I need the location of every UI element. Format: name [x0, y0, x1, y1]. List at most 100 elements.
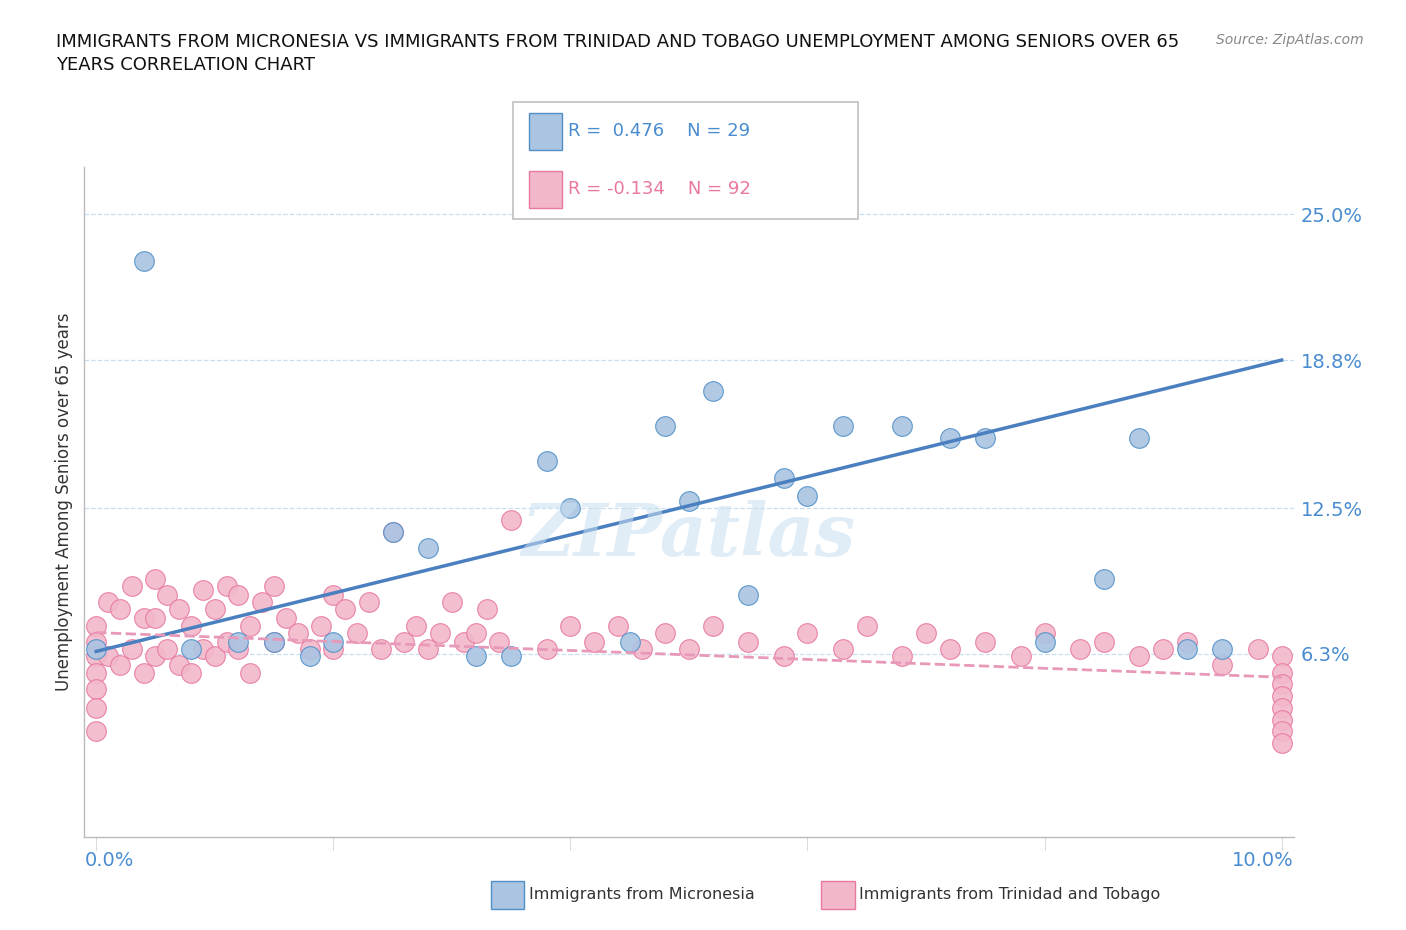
- Point: [191, 642, 214, 657]
- Point: [132, 254, 155, 269]
- Point: [737, 588, 759, 603]
- Point: [381, 525, 404, 539]
- Point: [250, 594, 273, 609]
- Point: [1128, 431, 1150, 445]
- Point: [418, 540, 440, 555]
- Point: [1010, 648, 1032, 663]
- Point: [298, 648, 321, 663]
- Point: [180, 665, 202, 680]
- Point: [501, 648, 523, 663]
- Point: [84, 665, 107, 680]
- Text: R = -0.134    N = 92: R = -0.134 N = 92: [568, 180, 751, 198]
- Point: [405, 618, 427, 633]
- Point: [145, 611, 167, 626]
- Point: [619, 634, 641, 649]
- Point: [915, 625, 938, 640]
- Point: [132, 665, 155, 680]
- Point: [346, 625, 368, 640]
- Point: [772, 648, 794, 663]
- Text: 10.0%: 10.0%: [1232, 851, 1294, 870]
- Point: [322, 634, 344, 649]
- Point: [333, 602, 356, 617]
- Point: [394, 634, 416, 649]
- Point: [357, 594, 380, 609]
- Point: [630, 642, 652, 657]
- Point: [311, 618, 333, 633]
- Point: [121, 578, 143, 593]
- Point: [84, 642, 107, 657]
- Point: [167, 658, 190, 673]
- Point: [84, 700, 107, 715]
- Point: [97, 648, 120, 663]
- Point: [606, 618, 628, 633]
- Point: [191, 583, 214, 598]
- Point: [796, 489, 818, 504]
- Point: [1211, 658, 1233, 673]
- Point: [228, 642, 250, 657]
- Point: [832, 418, 855, 433]
- Point: [263, 578, 285, 593]
- Point: [1271, 677, 1294, 692]
- Point: [418, 642, 440, 657]
- Point: [84, 682, 107, 697]
- Point: [132, 611, 155, 626]
- Point: [772, 470, 794, 485]
- Point: [974, 634, 997, 649]
- Point: [239, 618, 262, 633]
- Point: [1092, 634, 1115, 649]
- Point: [737, 634, 759, 649]
- Point: [156, 642, 179, 657]
- Point: [464, 625, 486, 640]
- Point: [84, 634, 107, 649]
- Point: [167, 602, 190, 617]
- Y-axis label: Unemployment Among Seniors over 65 years: Unemployment Among Seniors over 65 years: [55, 313, 73, 691]
- Point: [322, 642, 344, 657]
- Point: [1211, 642, 1233, 657]
- Point: [263, 634, 285, 649]
- Point: [891, 418, 914, 433]
- Point: [1175, 634, 1198, 649]
- Point: [938, 431, 960, 445]
- Point: [287, 625, 309, 640]
- Point: [108, 658, 131, 673]
- Text: Immigrants from Micronesia: Immigrants from Micronesia: [529, 887, 755, 902]
- Point: [180, 642, 202, 657]
- Point: [215, 578, 238, 593]
- Point: [228, 588, 250, 603]
- Point: [1271, 700, 1294, 715]
- Point: [228, 634, 250, 649]
- Point: [536, 642, 558, 657]
- Point: [239, 665, 262, 680]
- Point: [832, 642, 855, 657]
- Point: [97, 594, 120, 609]
- Point: [938, 642, 960, 657]
- Point: [121, 642, 143, 657]
- Point: [560, 618, 582, 633]
- Point: [678, 494, 700, 509]
- Point: [145, 571, 167, 586]
- Point: [702, 383, 724, 398]
- Point: [1247, 642, 1270, 657]
- Point: [488, 634, 510, 649]
- Point: [1092, 571, 1115, 586]
- Point: [678, 642, 700, 657]
- Point: [1271, 712, 1294, 727]
- Point: [536, 454, 558, 469]
- Point: [464, 648, 486, 663]
- Text: Immigrants from Trinidad and Tobago: Immigrants from Trinidad and Tobago: [859, 887, 1160, 902]
- Point: [1271, 648, 1294, 663]
- Point: [204, 648, 226, 663]
- Point: [855, 618, 877, 633]
- Text: 0.0%: 0.0%: [84, 851, 134, 870]
- Point: [215, 634, 238, 649]
- Point: [108, 602, 131, 617]
- Point: [974, 431, 997, 445]
- Point: [560, 500, 582, 515]
- Point: [156, 588, 179, 603]
- Point: [1175, 642, 1198, 657]
- Point: [84, 724, 107, 738]
- Point: [702, 618, 724, 633]
- Point: [322, 588, 344, 603]
- Point: [654, 625, 676, 640]
- Text: IMMIGRANTS FROM MICRONESIA VS IMMIGRANTS FROM TRINIDAD AND TOBAGO UNEMPLOYMENT A: IMMIGRANTS FROM MICRONESIA VS IMMIGRANTS…: [56, 33, 1180, 74]
